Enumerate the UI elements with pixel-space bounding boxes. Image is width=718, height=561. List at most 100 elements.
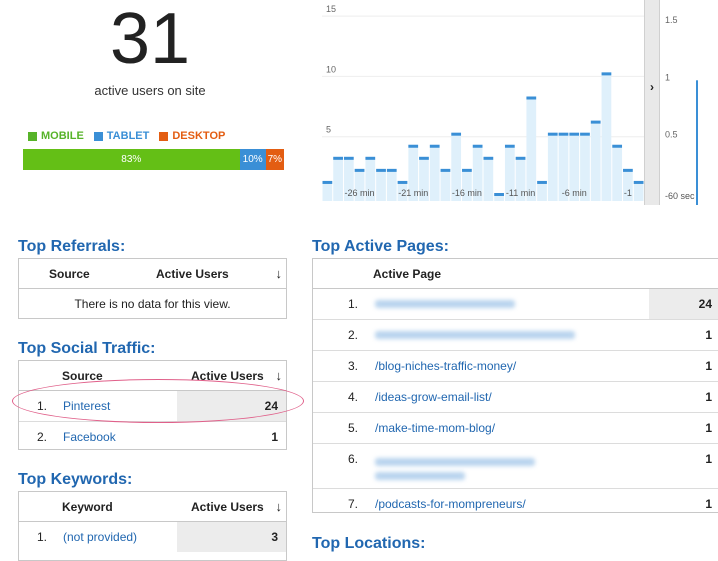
bar-fill <box>322 180 333 201</box>
bar <box>612 144 623 148</box>
table-row: 1. 24 <box>313 289 718 320</box>
page-link[interactable]: /podcasts-for-mompreneurs/ <box>375 497 526 511</box>
legend-desktop-label: DESKTOP <box>172 130 226 142</box>
page-link[interactable]: /ideas-grow-email-list/ <box>375 390 492 404</box>
bar-fill <box>343 156 354 201</box>
social-source-link[interactable]: Facebook <box>63 429 116 444</box>
row-value: 24 <box>649 289 718 319</box>
bar <box>547 132 558 136</box>
row-value: 3 <box>177 522 286 552</box>
tablet-swatch <box>93 131 103 141</box>
y-tick-label: 0.5 <box>665 130 678 140</box>
bar <box>537 180 547 184</box>
bar <box>483 156 494 160</box>
col-active-users[interactable]: Active Users <box>191 368 264 383</box>
bar <box>590 120 601 124</box>
row-rank: 7. <box>347 497 358 511</box>
bar-fill <box>504 144 515 201</box>
bar <box>322 180 333 184</box>
bar-fill <box>547 132 558 201</box>
x-tick-label: -21 min <box>398 188 428 198</box>
table-row: 2. 1 <box>313 320 718 351</box>
bar <box>580 132 590 136</box>
sort-down-icon[interactable]: ↓ <box>275 266 283 281</box>
table-header: Source Active Users ↓ <box>19 259 286 289</box>
bar <box>343 156 354 160</box>
bar <box>462 168 472 172</box>
bar <box>494 193 504 196</box>
bar-fill <box>515 156 526 201</box>
col-keyword[interactable]: Keyword <box>62 499 113 514</box>
row-value: 1 <box>705 497 712 511</box>
desktop-share[interactable]: 7% <box>265 149 284 170</box>
table-row: 5. /make-time-mom-blog/ 1 <box>313 413 718 444</box>
page-link[interactable]: /make-time-mom-blog/ <box>375 421 496 435</box>
mobile-share[interactable]: 83% <box>23 149 240 170</box>
bar-fill <box>408 144 419 201</box>
bar <box>623 168 633 172</box>
desktop-swatch <box>159 131 169 141</box>
keyword-link[interactable]: (not provided) <box>63 530 138 544</box>
bar <box>386 168 397 172</box>
bar <box>601 72 612 76</box>
blurred-page-link[interactable] <box>375 458 535 466</box>
blurred-page-link-wrap[interactable] <box>375 472 465 480</box>
x-tick-label: -60 sec <box>665 191 695 201</box>
sort-down-icon[interactable]: ↓ <box>275 499 283 514</box>
row-value: 1 <box>705 359 712 373</box>
col-active-users[interactable]: Active Users <box>156 266 229 281</box>
top-keywords-title: Top Keywords: <box>18 471 133 488</box>
highlight-circle <box>12 379 304 423</box>
bar <box>440 168 451 172</box>
table-row: 1. (not provided) 3 <box>19 522 286 552</box>
legend-mobile: MOBILE <box>28 130 84 142</box>
bar-fill <box>333 156 343 201</box>
top-pages-title: Top Active Pages: <box>312 238 449 255</box>
bar-fill <box>526 96 537 201</box>
row-rank: 6. <box>347 452 358 466</box>
x-tick-label: -11 min <box>506 188 535 198</box>
table-row: 2. Facebook 1 <box>19 422 286 451</box>
row-value: 1 <box>705 390 712 404</box>
col-active-page[interactable]: Active Page <box>373 266 442 281</box>
bar-fill <box>472 144 483 201</box>
legend-tablet: TABLET <box>93 130 150 142</box>
bar <box>333 156 343 160</box>
bar-fill <box>419 156 429 201</box>
bar-fill <box>623 168 633 201</box>
bar <box>376 168 386 172</box>
top-keywords-table: Keyword Active Users ↓ 1. (not provided)… <box>18 491 287 561</box>
row-rank: 1. <box>347 297 358 311</box>
x-tick-label: -26 min <box>345 188 375 198</box>
blurred-page-link[interactable] <box>375 300 515 308</box>
col-source[interactable]: Source <box>49 266 90 281</box>
bar-fill <box>537 180 547 201</box>
col-source[interactable]: Source <box>62 368 103 383</box>
table-row: 3. /blog-niches-traffic-money/ 1 <box>313 351 718 382</box>
y-tick-label: 1 <box>665 72 670 82</box>
sort-down-icon[interactable]: ↓ <box>275 368 283 383</box>
tablet-share[interactable]: 10% <box>239 149 266 170</box>
bar <box>633 180 644 184</box>
legend-desktop: DESKTOP <box>159 130 225 142</box>
legend-tablet-label: TABLET <box>106 130 150 142</box>
device-share-bar: 83% 10% 7% <box>23 149 284 170</box>
bar <box>472 144 483 148</box>
bar <box>696 80 698 205</box>
bar-fill <box>580 132 590 201</box>
chart-divider <box>644 0 660 205</box>
blurred-page-link[interactable] <box>375 331 575 339</box>
y-tick-label: 15 <box>326 4 336 14</box>
bar <box>429 144 440 148</box>
bar-fill <box>376 168 386 201</box>
col-active-users[interactable]: Active Users <box>191 499 264 514</box>
top-referrals-title: Top Referrals: <box>18 238 126 255</box>
table-header: Active Page <box>313 259 718 289</box>
bar-fill <box>494 193 504 201</box>
top-social-title: Top Social Traffic: <box>18 340 156 357</box>
bar-fill <box>558 132 569 201</box>
bar <box>451 132 462 136</box>
page-link[interactable]: /blog-niches-traffic-money/ <box>375 359 517 373</box>
top-referrals-table: Source Active Users ↓ There is no data f… <box>18 258 287 319</box>
chevron-right-icon[interactable]: › <box>650 80 654 94</box>
